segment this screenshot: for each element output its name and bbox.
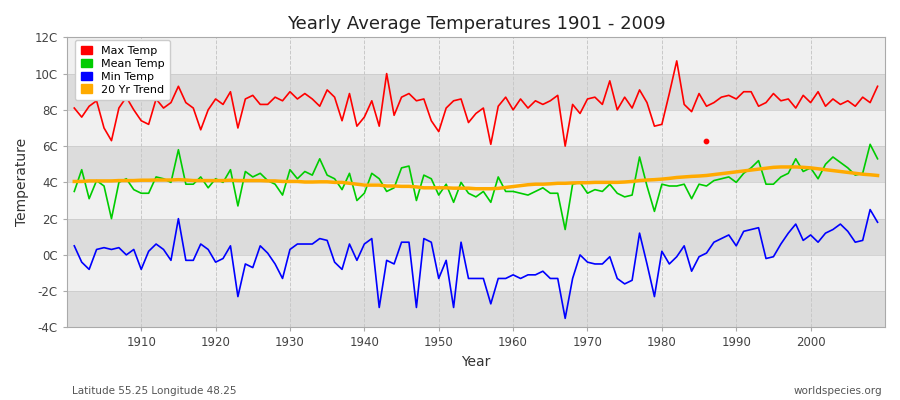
Bar [67,219,885,255]
Point [699,138,714,144]
Text: Latitude 55.25 Longitude 48.25: Latitude 55.25 Longitude 48.25 [72,386,237,396]
Text: worldspecies.org: worldspecies.org [794,386,882,396]
Bar [67,146,885,182]
Legend: Max Temp, Mean Temp, Min Temp, 20 Yr Trend: Max Temp, Mean Temp, Min Temp, 20 Yr Tre… [75,40,170,100]
Y-axis label: Temperature: Temperature [15,138,29,226]
X-axis label: Year: Year [461,355,491,369]
Bar [67,74,885,110]
Title: Yearly Average Temperatures 1901 - 2009: Yearly Average Temperatures 1901 - 2009 [286,15,665,33]
Bar [67,291,885,328]
